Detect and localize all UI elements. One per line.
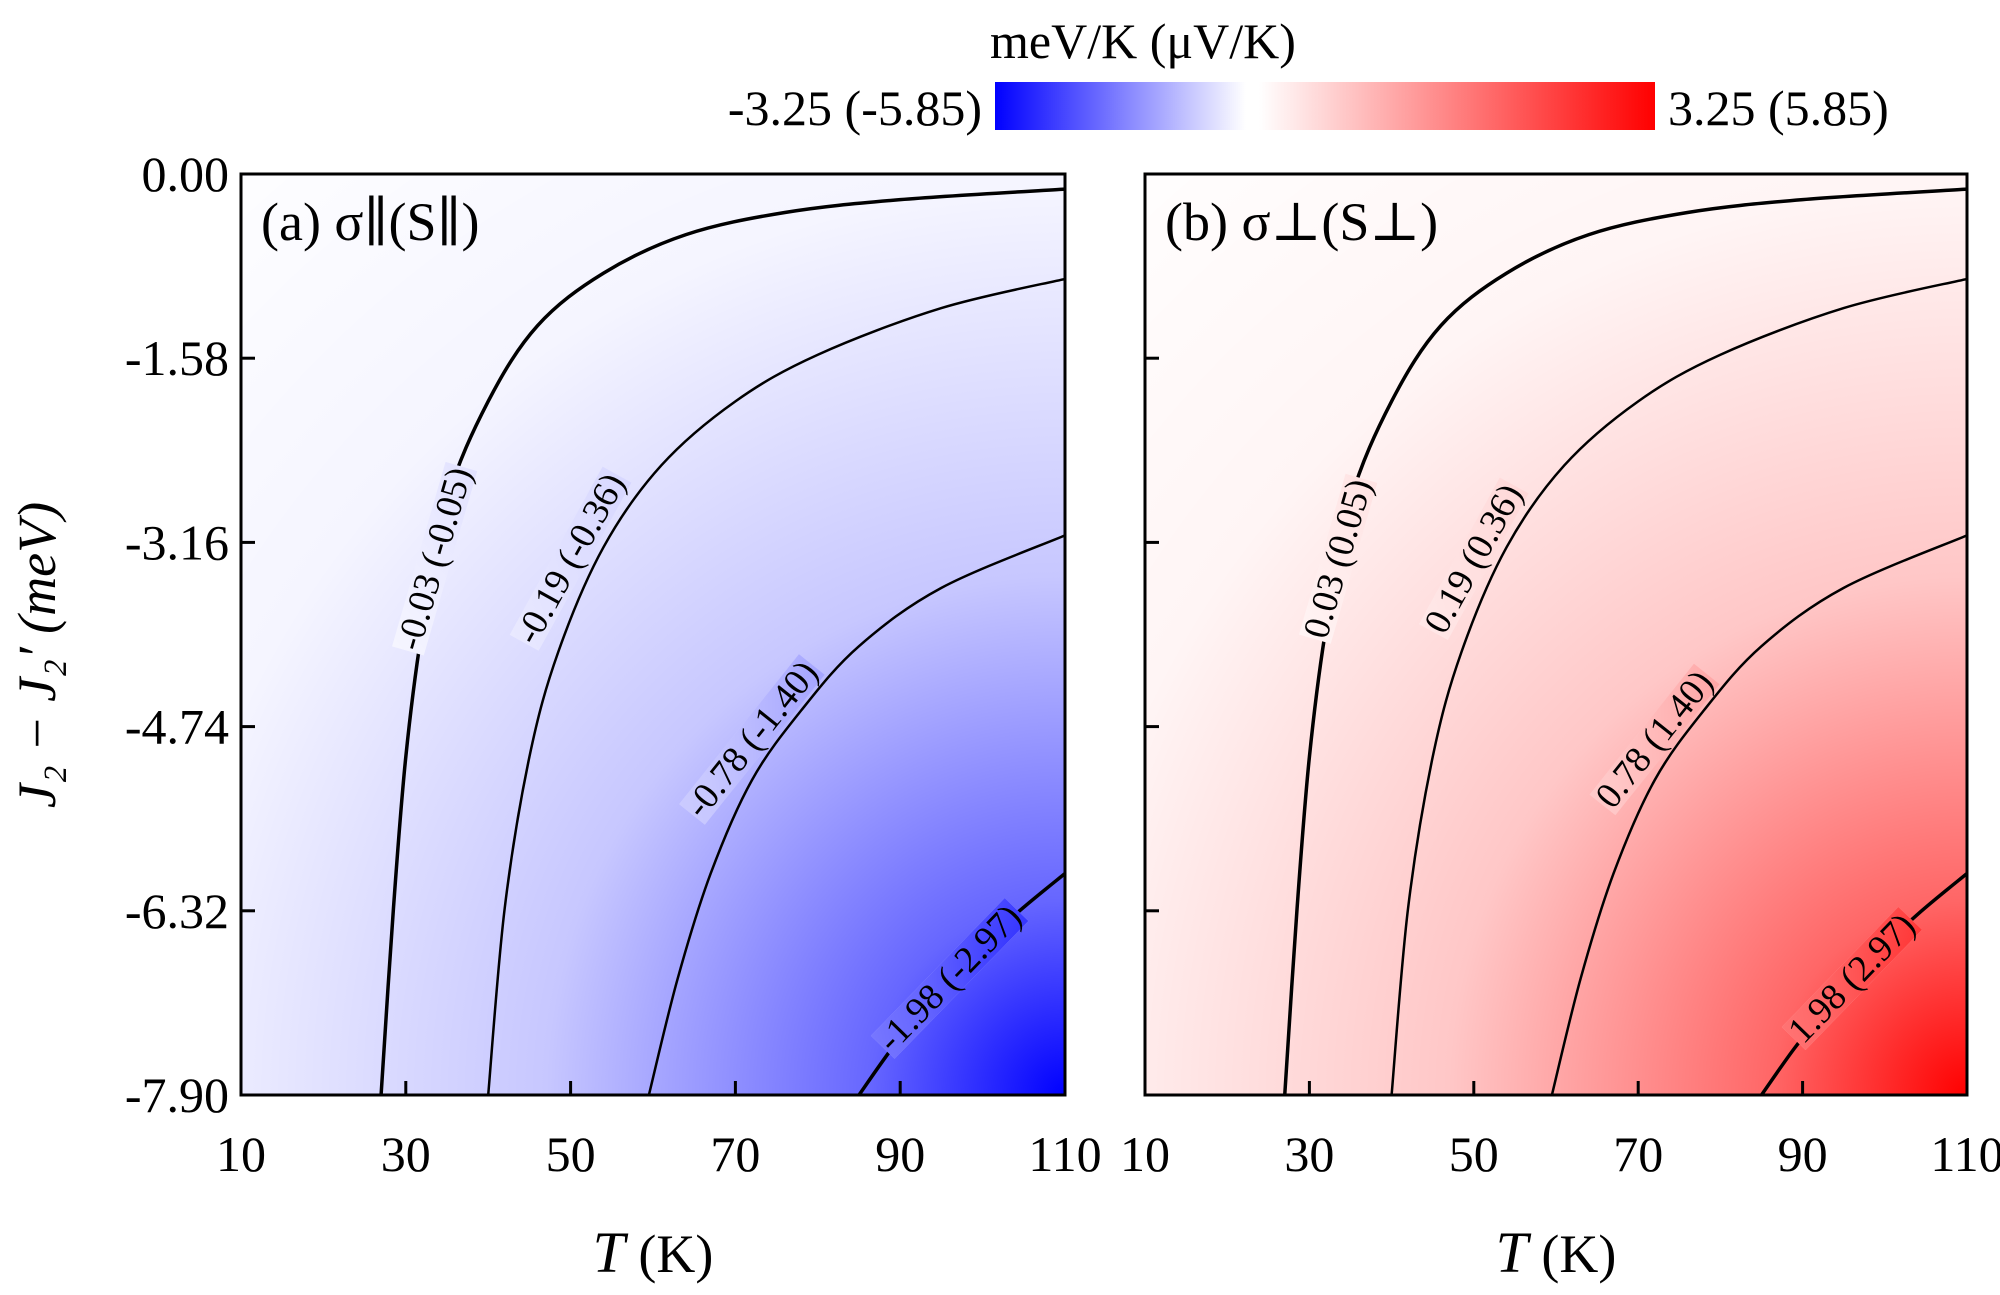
contour-line-3 [647, 534, 1065, 1095]
x-axis-symbol: T [1496, 1220, 1532, 1285]
x-tick-label: 10 [216, 1126, 266, 1182]
y-tick-label: -4.74 [125, 699, 229, 755]
contour-line-1 [379, 187, 1065, 1095]
contour-line-2 [486, 277, 1065, 1095]
contour-line-3 [1550, 534, 1967, 1095]
x-tick-label: 110 [1930, 1126, 2000, 1182]
contour-label-backdrop [1418, 477, 1529, 640]
contour-lines [1282, 187, 1967, 1095]
contour-label-backdrop [870, 898, 1029, 1059]
colorbar-min-label: -3.25 (-5.85) [728, 80, 982, 136]
colorbar-max-label: 3.25 (5.85) [1668, 80, 1889, 136]
x-tick-label: 30 [1284, 1126, 1334, 1182]
x-tick-label: 50 [546, 1126, 596, 1182]
x-axis-symbol: T [593, 1220, 629, 1285]
x-tick-label: 30 [381, 1126, 431, 1182]
colorbar: meV/K (μV/K) -3.25 (-5.85) 3.25 (5.85) [728, 13, 1889, 136]
panel-label: (b) σ⊥(S⊥) [1165, 192, 1438, 252]
panel-label: (a) σ∥(S∥) [261, 192, 479, 252]
contour-label-backdrop [679, 654, 825, 825]
contour-label-backdrop [1589, 663, 1720, 816]
x-tick-label: 90 [875, 1126, 925, 1182]
y-axis-title-text: J₂ − J₂′ (meV) [7, 502, 67, 808]
x-tick-label: 90 [1778, 1126, 1828, 1182]
heatmap-fill [241, 174, 1065, 1095]
plot-frame [1143, 172, 1969, 1097]
x-axis-unit: (K) [625, 1224, 713, 1284]
y-tick-labels: 0.00 -1.58 -3.16 -4.74 -6.32 -7.90 [125, 146, 229, 1123]
panel-b: 0.03 (0.05) 0.19 (0.36)0.78 (1.40)1.98 (2… [1120, 172, 2000, 1285]
x-axis-title: T (K) [593, 1220, 714, 1285]
x-axis-title: T (K) [1496, 1220, 1617, 1285]
heatmap-fill [1145, 174, 1967, 1095]
x-tick-label: 110 [1028, 1126, 1101, 1182]
x-tick-label: 10 [1120, 1126, 1170, 1182]
x-tick-label: 70 [1613, 1126, 1663, 1182]
contour-label-backdrop [1299, 473, 1378, 644]
y-tick-label: -6.32 [125, 883, 229, 939]
x-tick-label: 50 [1449, 1126, 1499, 1182]
contour-line-1 [1282, 187, 1967, 1095]
colorbar-gradient [995, 82, 1655, 130]
x-axis-unit: (K) [1528, 1224, 1616, 1284]
contour-label-backdrop [392, 461, 478, 656]
y-tick-label: 0.00 [142, 146, 230, 202]
colorbar-title: meV/K (μV/K) [990, 13, 1296, 69]
contour-label-backdrop [1781, 906, 1923, 1050]
panel-a: -0.03 (-0.05) -0.19 (-0.36)-0.78 (-1.40)-… [216, 172, 1102, 1285]
y-axis-title: J₂ − J₂′ (meV) [7, 502, 67, 808]
contour-line-2 [1390, 277, 1967, 1095]
y-tick-label: -7.90 [125, 1067, 229, 1123]
contour-label-backdrop [509, 466, 632, 651]
y-tick-label: -3.16 [125, 514, 229, 570]
y-tick-label: -1.58 [125, 330, 229, 386]
x-tick-label: 70 [710, 1126, 760, 1182]
plot-frame [239, 172, 1067, 1097]
